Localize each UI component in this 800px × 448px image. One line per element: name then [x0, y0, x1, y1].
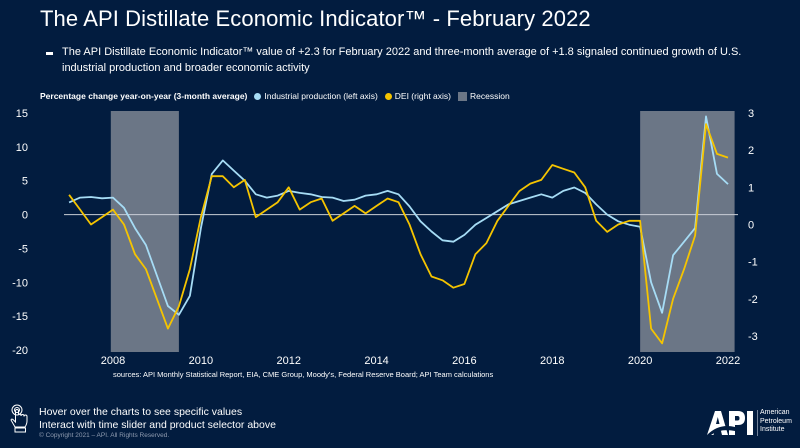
right-axis-tick-label: -2: [748, 294, 758, 306]
dei-line: [68, 123, 729, 345]
right-axis-tick-label: 0: [748, 220, 754, 232]
legend-label: Industrial production (left axis): [264, 91, 378, 101]
industrial-production-swatch-icon: [254, 92, 262, 100]
x-axis-tick-label: 2016: [452, 355, 476, 367]
right-axis-tick-label: -1: [748, 257, 758, 269]
page-subtitle: The API Distillate Economic Indicator™ v…: [62, 46, 742, 74]
chart-legend: Percentage change year-on-year (3-month …: [40, 91, 513, 101]
industrial-production-line: [68, 115, 729, 316]
logo-text-line: Petroleum: [760, 417, 792, 425]
chart-sources: sources: API Monthly Statistical Report,…: [113, 370, 494, 379]
left-axis-tick-label: -5: [18, 243, 28, 255]
copyright-text: © Copyright 2021 – API. All Rights Reser…: [39, 432, 170, 439]
footer-line-1: Hover over the charts to see specific va…: [39, 406, 243, 418]
footer-instructions: Hover over the charts to see specific va…: [39, 406, 276, 432]
x-axis-tick-label: 2008: [101, 355, 125, 367]
x-axis-tick-label: 2018: [540, 355, 564, 367]
left-axis-tick-label: 15: [16, 108, 28, 120]
api-logo-text: American Petroleum Institute: [760, 409, 792, 435]
x-axis-tick-label: 2010: [189, 355, 213, 367]
x-axis-tick-label: 2014: [364, 355, 388, 367]
legend-lead-label: Percentage change year-on-year (3-month …: [40, 91, 248, 101]
logo-text-line: American: [760, 409, 790, 416]
bullet-dash: [46, 52, 53, 55]
x-axis-ticks: 2008 2010 2012 2014 2016 2018 2020 2022: [101, 355, 740, 367]
recession-swatch-icon: [458, 91, 467, 101]
left-axis-tick-label: -20: [12, 345, 28, 357]
x-axis-tick-label: 2022: [716, 355, 740, 367]
right-axis-tick-label: 1: [748, 182, 754, 194]
logo-text-line: Institute: [760, 426, 785, 433]
legend-item-dei[interactable]: DEI (right axis): [384, 91, 451, 101]
left-axis-ticks: 15 10 5 0 -5 -10 -15 -20: [12, 108, 28, 357]
legend-label: DEI (right axis): [394, 91, 451, 101]
api-logo-icon: [707, 410, 758, 436]
hand-pointer-icon: [10, 404, 28, 433]
recession-band: [110, 111, 179, 352]
page-title: The API Distillate Economic Indicator™ -…: [40, 6, 591, 31]
x-axis-tick-label: 2020: [628, 355, 652, 367]
legend-item-recession[interactable]: Recession: [458, 91, 510, 101]
recession-band: [640, 111, 735, 352]
legend-item-industrial-production[interactable]: Industrial production (left axis): [254, 91, 378, 101]
left-axis-tick-label: -15: [12, 311, 28, 323]
right-axis-ticks: 3 2 1 0 -1 -2 -3: [748, 108, 758, 343]
right-axis-tick-label: 3: [748, 108, 754, 120]
recession-bands: [110, 111, 735, 352]
right-axis-tick-label: -3: [748, 331, 758, 343]
left-axis-tick-label: 0: [22, 210, 28, 222]
left-axis-tick-label: 10: [16, 142, 28, 154]
dei-swatch-icon: [384, 92, 392, 100]
x-axis-tick-label: 2012: [276, 355, 300, 367]
left-axis-tick-label: -10: [12, 277, 28, 289]
legend-label: Recession: [470, 91, 510, 101]
left-axis-tick-label: 5: [22, 176, 28, 188]
series-lines: [68, 115, 729, 345]
footer-line-2: Interact with time slider and product se…: [39, 419, 276, 431]
right-axis-tick-label: 2: [748, 145, 754, 157]
